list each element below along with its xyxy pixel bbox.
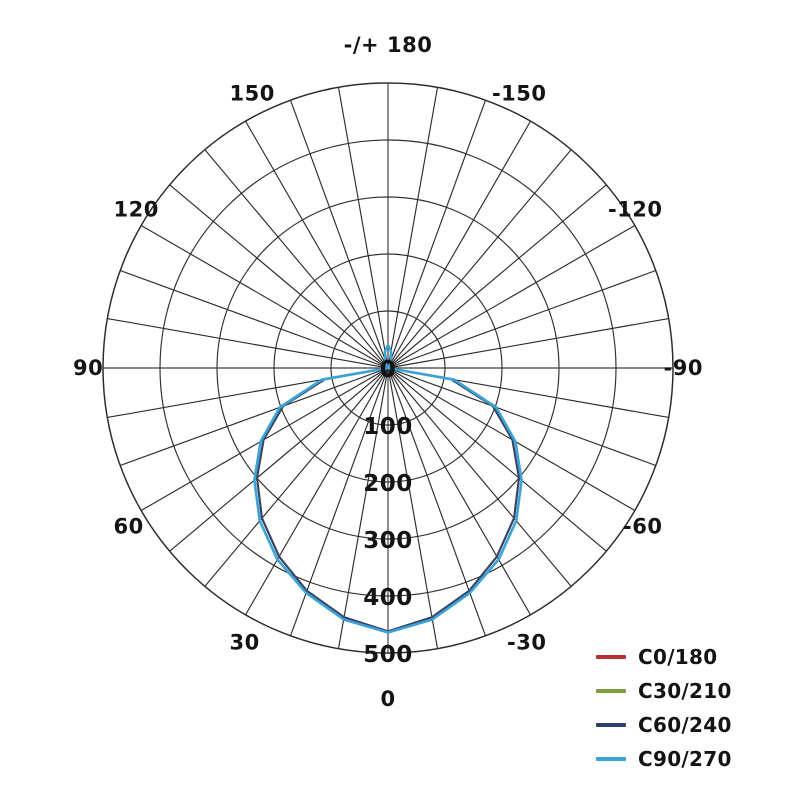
grid-spoke [387,149,572,369]
angle-tick-label: -120 [608,198,663,222]
angle-tick-label: 30 [230,631,260,655]
legend-item[interactable]: C60/240 [596,708,791,742]
radial-tick-labels: 0 100 200 300 400 500 [363,357,413,668]
grid-spoke [204,367,389,587]
grid-spoke [387,225,636,369]
grid-spoke [119,269,389,369]
legend-color-swatch [596,689,626,693]
grid-spoke [245,367,389,616]
legend-item[interactable]: C0/180 [596,640,791,674]
grid-spoke [387,269,657,369]
angle-tick-label: -/+ 180 [344,33,433,57]
legend-color-swatch [596,757,626,761]
angle-tick-label: -60 [623,515,662,539]
grid-spoke [387,87,439,369]
radial-tick-label: 0 [380,357,397,383]
grid-spoke [245,120,389,369]
grid-spoke [387,317,669,369]
legend-label: C60/240 [638,713,732,737]
grid-spoke [204,149,389,369]
angle-tick-label: -90 [664,356,703,380]
grid-spoke [387,367,531,616]
legend-label: C30/210 [638,679,732,703]
grid-spoke [387,367,607,552]
polar-grid [102,82,674,654]
angle-tick-label: 150 [230,82,275,106]
radial-tick-label: 500 [363,642,413,668]
legend-color-swatch [596,655,626,659]
radial-tick-label: 200 [363,471,413,497]
legend-item[interactable]: C90/270 [596,742,791,776]
grid-spoke [119,367,389,467]
legend-color-swatch [596,723,626,727]
grid-spoke [107,317,389,369]
radial-tick-label: 300 [363,528,413,554]
grid-spoke [337,87,389,369]
legend-item[interactable]: C30/210 [596,674,791,708]
radial-tick-label: 100 [363,414,413,440]
legend-label: C90/270 [638,747,732,771]
angle-tick-label: -30 [507,631,546,655]
series-group [253,343,523,634]
chart-legend: C0/180 C30/210 C60/240 C90/270 [596,640,791,776]
grid-spoke [387,120,531,369]
grid-spoke [387,99,487,369]
angle-tick-label: -150 [492,82,547,106]
grid-spoke [289,99,389,369]
grid-spoke [387,367,572,587]
angle-tick-label: 120 [114,198,159,222]
angle-tick-label: 90 [73,356,103,380]
grid-spoke [387,367,657,467]
angle-tick-label: 0 [380,687,395,711]
legend-label: C0/180 [638,645,718,669]
series-curve [253,343,523,634]
grid-spoke [387,367,439,649]
grid-spoke [169,367,389,552]
grid-spoke [169,184,389,369]
grid-spoke [140,225,389,369]
angle-tick-label: 60 [114,515,144,539]
radial-tick-label: 400 [363,585,413,611]
grid-spoke [387,184,607,369]
grid-spoke [337,367,389,649]
